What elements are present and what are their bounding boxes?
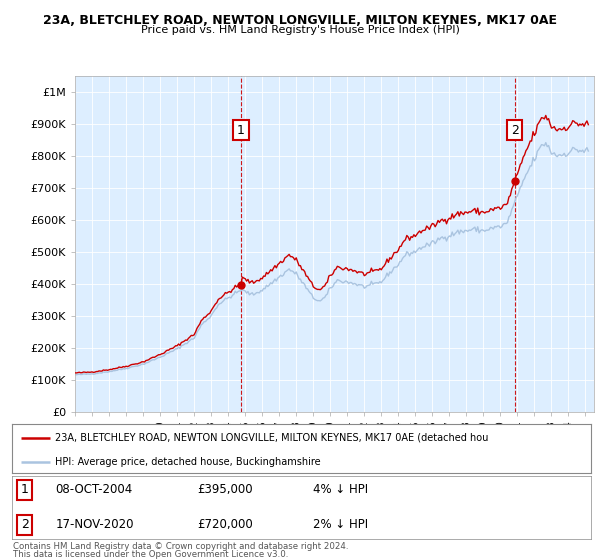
Text: 2: 2 [21, 519, 29, 531]
Text: 2: 2 [511, 124, 518, 137]
Text: 23A, BLETCHLEY ROAD, NEWTON LONGVILLE, MILTON KEYNES, MK17 0AE (detached hou: 23A, BLETCHLEY ROAD, NEWTON LONGVILLE, M… [55, 433, 489, 443]
Text: HPI: Average price, detached house, Buckinghamshire: HPI: Average price, detached house, Buck… [55, 458, 321, 468]
Text: This data is licensed under the Open Government Licence v3.0.: This data is licensed under the Open Gov… [13, 550, 289, 559]
Text: 08-OCT-2004: 08-OCT-2004 [55, 483, 133, 496]
Text: £395,000: £395,000 [197, 483, 253, 496]
Text: Price paid vs. HM Land Registry's House Price Index (HPI): Price paid vs. HM Land Registry's House … [140, 25, 460, 35]
Text: 4% ↓ HPI: 4% ↓ HPI [313, 483, 368, 496]
Text: £720,000: £720,000 [197, 519, 253, 531]
Text: 23A, BLETCHLEY ROAD, NEWTON LONGVILLE, MILTON KEYNES, MK17 0AE: 23A, BLETCHLEY ROAD, NEWTON LONGVILLE, M… [43, 14, 557, 27]
Text: 1: 1 [237, 124, 245, 137]
Text: 2% ↓ HPI: 2% ↓ HPI [313, 519, 368, 531]
Text: 1: 1 [21, 483, 29, 496]
Text: 17-NOV-2020: 17-NOV-2020 [55, 519, 134, 531]
Text: Contains HM Land Registry data © Crown copyright and database right 2024.: Contains HM Land Registry data © Crown c… [13, 542, 349, 551]
